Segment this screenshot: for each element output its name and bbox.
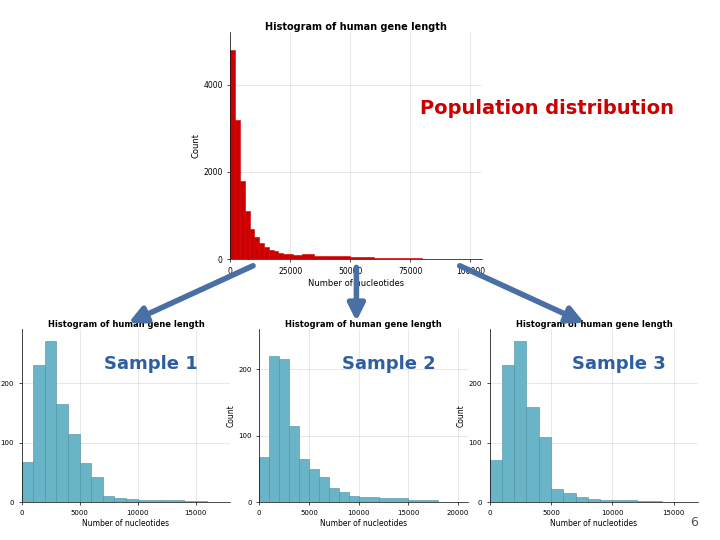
Bar	[264, 247, 269, 259]
Bar	[329, 488, 338, 502]
X-axis label: Number of nucleotides: Number of nucleotides	[308, 279, 405, 288]
Bar	[161, 501, 184, 502]
Bar	[254, 238, 259, 259]
Bar	[502, 365, 514, 502]
Text: Population distribution: Population distribution	[420, 98, 674, 118]
Bar	[240, 181, 245, 259]
Text: Sample 2: Sample 2	[342, 355, 436, 373]
Bar	[348, 496, 359, 502]
Bar	[279, 359, 289, 502]
Bar	[539, 437, 551, 502]
Bar	[288, 254, 293, 259]
X-axis label: Number of nucleotides: Number of nucleotides	[82, 518, 170, 528]
Bar	[351, 257, 374, 259]
Text: Sample 1: Sample 1	[104, 355, 198, 373]
Bar	[359, 497, 379, 502]
Bar	[279, 253, 283, 259]
Bar	[379, 498, 408, 502]
X-axis label: Number of nucleotides: Number of nucleotides	[320, 518, 408, 528]
Y-axis label: Count: Count	[192, 133, 200, 158]
Bar	[22, 462, 33, 502]
Bar	[299, 459, 309, 502]
Bar	[126, 499, 138, 502]
Bar	[269, 356, 279, 502]
Bar	[33, 365, 45, 502]
Bar	[551, 489, 563, 502]
Bar	[138, 500, 161, 502]
Bar	[326, 256, 351, 259]
Bar	[250, 228, 254, 259]
Bar	[283, 253, 288, 259]
Bar	[45, 341, 56, 502]
Bar	[289, 426, 299, 502]
Title: Histogram of human gene length: Histogram of human gene length	[285, 320, 442, 329]
Text: Sample 3: Sample 3	[572, 355, 666, 373]
Bar	[230, 50, 235, 259]
Bar	[103, 496, 114, 502]
Bar	[613, 501, 637, 502]
Title: Histogram of human gene length: Histogram of human gene length	[48, 320, 204, 329]
Bar	[235, 120, 240, 259]
Bar	[600, 500, 613, 502]
Bar	[293, 255, 297, 259]
Bar	[259, 242, 264, 259]
Bar	[588, 499, 600, 502]
Text: 6: 6	[690, 516, 698, 529]
Bar	[245, 211, 250, 259]
Bar	[374, 258, 423, 259]
Bar	[297, 255, 302, 259]
Bar	[319, 477, 329, 502]
Bar	[338, 492, 348, 502]
Bar	[184, 501, 207, 502]
Bar	[637, 501, 662, 502]
Bar	[514, 341, 526, 502]
Title: Histogram of human gene length: Histogram of human gene length	[516, 320, 672, 329]
Bar	[68, 434, 80, 502]
Bar	[575, 497, 588, 502]
Bar	[80, 463, 91, 502]
Bar	[56, 404, 68, 502]
Bar	[302, 254, 315, 259]
Bar	[274, 251, 279, 259]
Title: Histogram of human gene length: Histogram of human gene length	[266, 22, 447, 32]
Bar	[269, 249, 274, 259]
Bar	[91, 477, 103, 502]
Bar	[259, 457, 269, 502]
Bar	[563, 493, 575, 502]
Bar	[526, 407, 539, 502]
Bar	[315, 256, 326, 259]
Bar	[309, 469, 319, 502]
Y-axis label: Count: Count	[456, 404, 466, 427]
X-axis label: Number of nucleotides: Number of nucleotides	[550, 518, 638, 528]
Bar	[408, 500, 438, 502]
Y-axis label: Count: Count	[226, 404, 235, 427]
Bar	[114, 498, 126, 502]
Bar	[490, 461, 502, 502]
